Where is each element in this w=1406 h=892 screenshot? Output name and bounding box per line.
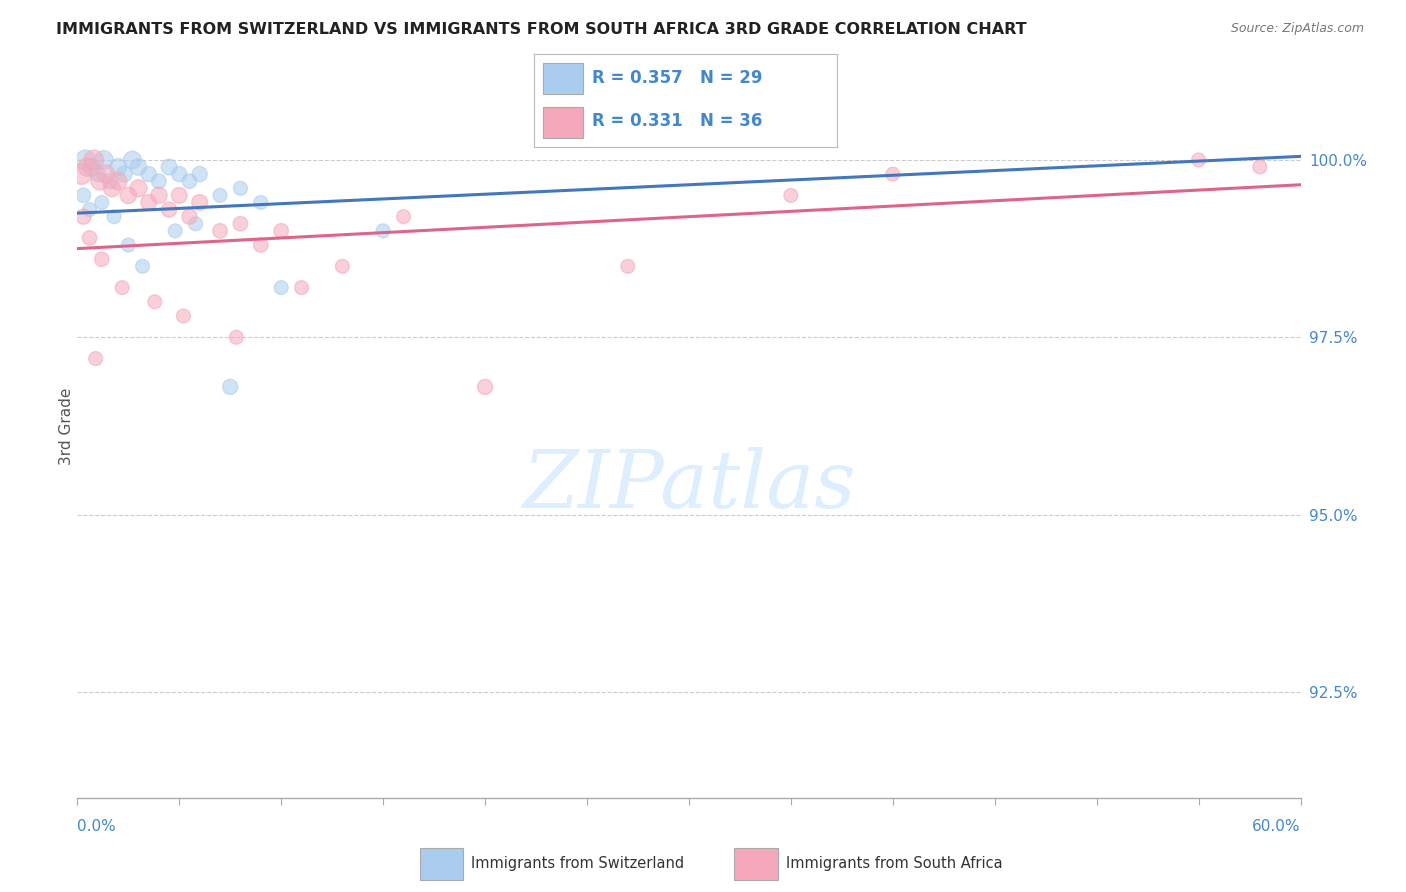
Point [138,167,160,181]
Point [184,217,207,231]
Point [93,153,115,167]
Point [780,188,803,202]
Point [371,224,394,238]
Point [103,210,125,224]
Point [117,238,139,252]
Text: Immigrants from South Africa: Immigrants from South Africa [786,855,1002,871]
Point [101,181,124,195]
Point [94,167,117,181]
Point [882,167,904,181]
Point [143,294,166,309]
Point [84,351,107,366]
Point [169,188,191,202]
Point [80,160,103,174]
Point [219,380,242,394]
Point [157,202,180,217]
Point [392,210,415,224]
Point [89,174,111,188]
Point [121,153,143,167]
Text: R = 0.331   N = 36: R = 0.331 N = 36 [592,112,762,130]
Point [98,174,121,188]
Point [179,174,201,188]
Point [131,260,153,274]
Point [148,174,170,188]
Point [165,224,187,238]
FancyBboxPatch shape [543,63,582,94]
Bar [419,848,463,880]
Point [111,280,134,294]
Point [83,153,105,167]
Bar [734,848,778,880]
Point [128,181,150,195]
Text: IMMIGRANTS FROM SWITZERLAND VS IMMIGRANTS FROM SOUTH AFRICA 3RD GRADE CORRELATIO: IMMIGRANTS FROM SWITZERLAND VS IMMIGRANT… [56,22,1026,37]
Point [1249,160,1271,174]
Point [128,160,150,174]
Point [157,160,180,174]
Point [250,238,273,252]
Point [229,181,252,195]
Point [87,167,110,181]
Point [617,260,640,274]
Point [112,167,135,181]
Point [209,224,232,238]
Point [332,260,354,274]
Point [1188,153,1211,167]
Point [270,224,292,238]
Y-axis label: 3rd Grade: 3rd Grade [59,387,73,465]
Point [138,195,160,210]
Point [188,167,211,181]
Point [75,153,97,167]
Text: Immigrants from Switzerland: Immigrants from Switzerland [471,855,683,871]
Point [474,380,496,394]
Point [107,160,129,174]
Point [291,280,314,294]
Point [72,210,94,224]
Point [225,330,247,344]
Text: ZIPatlas: ZIPatlas [522,447,856,524]
Point [70,167,93,181]
Point [90,252,112,267]
Point [79,231,101,245]
Text: 60.0%: 60.0% [1253,820,1301,834]
Point [148,188,170,202]
Point [172,309,194,323]
Point [90,195,112,210]
FancyBboxPatch shape [543,107,582,138]
Text: 0.0%: 0.0% [77,820,117,834]
Point [76,160,98,174]
Point [270,280,292,294]
Point [229,217,252,231]
Point [188,195,211,210]
Point [72,188,94,202]
Point [209,188,232,202]
Point [107,174,129,188]
Text: R = 0.357   N = 29: R = 0.357 N = 29 [592,70,762,87]
Point [79,202,101,217]
Text: Source: ZipAtlas.com: Source: ZipAtlas.com [1230,22,1364,36]
Point [250,195,273,210]
Point [169,167,191,181]
Point [179,210,201,224]
Point [117,188,139,202]
